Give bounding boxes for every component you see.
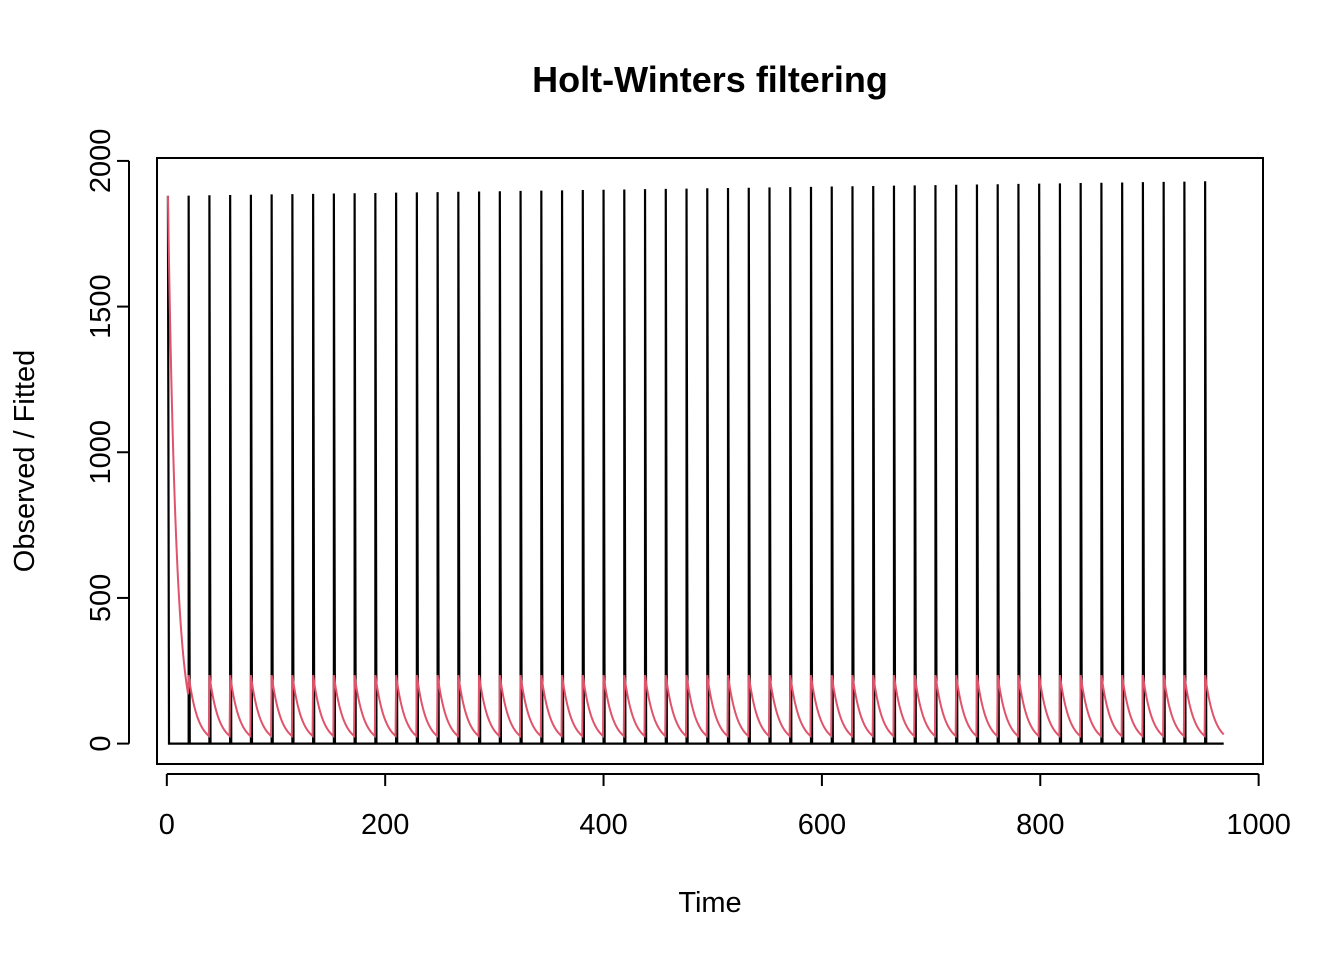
x-axis: 0 200 400 600 800 1000 bbox=[159, 773, 1291, 841]
y-axis-label: Observed / Fitted bbox=[9, 350, 41, 572]
fitted-series bbox=[166, 195, 1225, 739]
y-tick-label: 2000 bbox=[85, 129, 117, 194]
y-tick-label: 1500 bbox=[85, 274, 117, 339]
y-tick-label: 500 bbox=[85, 574, 117, 622]
x-axis-label: Time bbox=[678, 887, 741, 919]
x-tick-label: 800 bbox=[1016, 809, 1064, 841]
x-tick-label: 400 bbox=[579, 809, 627, 841]
observed-line bbox=[166, 181, 1224, 745]
x-tick-label: 1000 bbox=[1226, 809, 1291, 841]
y-tick-label: 0 bbox=[85, 736, 117, 752]
y-axis: 0 500 1000 1500 2000 bbox=[85, 129, 130, 752]
observed-series bbox=[166, 181, 1224, 745]
x-tick-label: 0 bbox=[159, 809, 175, 841]
plot-frame bbox=[156, 157, 1264, 765]
fitted-line bbox=[166, 195, 1225, 739]
x-tick-label: 600 bbox=[798, 809, 846, 841]
x-tick-label: 200 bbox=[361, 809, 409, 841]
y-tick-label: 1000 bbox=[85, 420, 117, 485]
chart-title: Holt-Winters filtering bbox=[532, 59, 888, 100]
